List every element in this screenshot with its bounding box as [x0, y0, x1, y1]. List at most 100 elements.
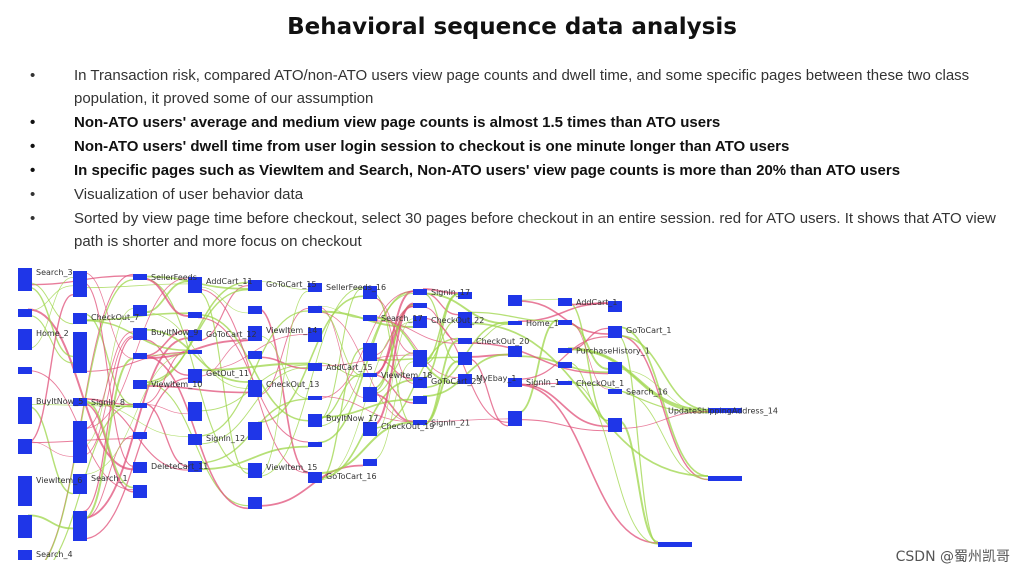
flow-node-label: CheckOut_19 [381, 422, 434, 431]
flow-node [363, 315, 377, 321]
flow-node [248, 306, 262, 314]
flow-link [422, 293, 459, 364]
flow-link [317, 309, 364, 377]
flow-link [317, 305, 364, 319]
flow-node [708, 408, 742, 413]
flow-node [248, 280, 262, 291]
flow-node [18, 550, 32, 560]
bullet-text: In Transaction risk, compared ATO/non-AT… [74, 67, 970, 107]
flow-node [363, 422, 377, 436]
flow-link [27, 308, 134, 471]
flow-node [188, 350, 202, 354]
flow-node [308, 396, 322, 400]
flow-node [363, 459, 377, 466]
flow-link [517, 298, 559, 301]
flow-link [372, 374, 414, 404]
flow-link [142, 385, 249, 394]
flow-link [27, 282, 74, 325]
flow-node [248, 326, 262, 341]
flow-link [567, 302, 609, 306]
flow-link [142, 339, 249, 360]
flow-node-label: SignIn_8 [91, 398, 125, 407]
flow-node [458, 312, 472, 328]
flow-link [27, 293, 74, 444]
flow-link [257, 295, 364, 424]
flow-link [82, 435, 134, 520]
flow-link [617, 334, 709, 481]
flow-link [257, 290, 309, 477]
flow-node [73, 332, 87, 373]
flow-link [372, 318, 414, 436]
flow-link [422, 319, 459, 366]
flow-link [422, 306, 459, 341]
flow-node-label: ViewItem_10 [151, 380, 202, 389]
flow-node-label: GoToCart_12 [206, 330, 257, 339]
flow-link [257, 286, 364, 477]
flow-node [508, 321, 522, 325]
flow-node [133, 274, 147, 280]
flow-link [27, 441, 74, 457]
flow-node-label: BuyItNow_9 [151, 328, 198, 337]
flow-node-label: ViewItem_15 [266, 463, 317, 472]
flow-node-label: CheckOut_13 [266, 380, 319, 389]
flow-link [317, 287, 364, 421]
flow-link [142, 355, 249, 510]
flow-node-label: PurchaseHistory_1 [576, 347, 650, 356]
flow-node [248, 497, 262, 509]
flow-link [82, 312, 134, 405]
flow-node [508, 346, 522, 357]
flow-node-label: Home_1 [526, 319, 559, 328]
flow-node [18, 515, 32, 538]
flow-link [257, 356, 309, 370]
flow-node [558, 381, 572, 385]
flow-node [413, 396, 427, 404]
flow-link [82, 351, 189, 372]
flow-node-label: SellerFeeds [151, 273, 197, 282]
flow-node [308, 472, 322, 483]
flow-node [558, 320, 572, 325]
flow-node [658, 542, 692, 547]
flow-node-label: CheckOut_7 [91, 313, 139, 322]
flow-link [82, 271, 134, 359]
bullet-list: • In Transaction risk, compared ATO/non-A… [26, 64, 1006, 254]
flow-link [197, 285, 249, 342]
flow-link [257, 335, 309, 399]
flow-node [458, 352, 472, 365]
flow-node [363, 373, 377, 377]
flow-node-label: CheckOut_20 [476, 337, 529, 346]
flow-link [82, 281, 134, 467]
flow-node [133, 432, 147, 439]
flow-node [248, 422, 262, 440]
flow-link [372, 361, 414, 461]
flow-link [27, 514, 74, 530]
flow-node [413, 289, 427, 295]
bullet-item: • In specific pages such as ViewItem and … [26, 159, 1006, 182]
flow-node [73, 398, 87, 406]
flow-node-label: CheckOut_1 [576, 379, 624, 388]
flow-node [248, 351, 262, 359]
flow-link [82, 337, 189, 519]
flow-link [82, 312, 189, 322]
flow-node [508, 378, 522, 387]
flow-node-label: UpdateShippingAddress_14 [668, 407, 778, 416]
flow-link [197, 286, 249, 314]
flow-node-label: Search_16 [626, 388, 668, 397]
flow-link [197, 366, 309, 445]
flow-node [73, 313, 87, 324]
flow-node-label: GoToCart_23 [431, 377, 482, 386]
flow-link [517, 319, 559, 414]
flow-node [248, 463, 262, 478]
flow-node-label: BuyItNow_5 [36, 397, 83, 406]
flow-node [188, 277, 202, 293]
bullet-icon: • [30, 138, 36, 155]
flow-node [133, 403, 147, 408]
flow-link [142, 328, 249, 383]
user-behavior-sankey-diagram: Search_3 Home_2 BuyItNow_5 ViewItem_6 Search… [18, 268, 778, 560]
flow-node [188, 402, 202, 421]
flow-node [558, 362, 572, 368]
flow-link [317, 362, 364, 378]
flow-node [608, 418, 622, 432]
flow-node [413, 377, 427, 388]
flow-node-label: SignIn_1 [526, 378, 560, 387]
flow-link [422, 418, 509, 423]
